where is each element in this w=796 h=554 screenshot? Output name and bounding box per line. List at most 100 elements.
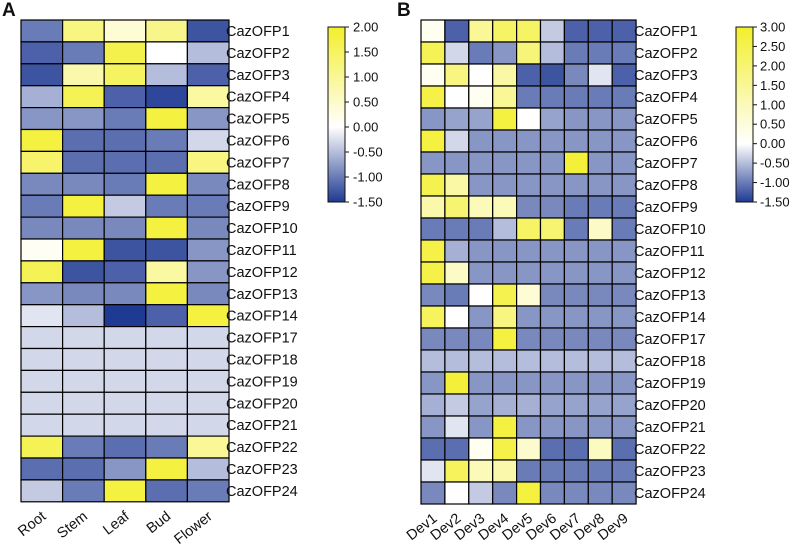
heatmap-cell — [611, 217, 637, 241]
heatmap-cell — [61, 194, 105, 218]
heatmap-cell — [145, 19, 189, 43]
heatmap-cell — [186, 106, 230, 131]
heatmap-cell — [539, 305, 565, 329]
heatmap-cell — [468, 415, 494, 439]
heatmap-cell — [444, 327, 470, 351]
row-label: CazOFP8 — [226, 177, 290, 193]
heatmap-cell — [420, 217, 446, 241]
heatmap-cell — [611, 19, 637, 43]
heatmap-cell — [492, 393, 518, 417]
column-label: Leaf — [100, 508, 133, 539]
heatmap-cell — [468, 63, 494, 87]
heatmap-cell — [444, 349, 470, 373]
heatmap-cell — [468, 437, 494, 461]
colorbar-a-gradient — [327, 26, 346, 203]
heatmap-cell — [515, 305, 542, 329]
heatmap-cell — [468, 261, 494, 285]
heatmap-cell — [186, 457, 230, 481]
heatmap-cell — [539, 41, 565, 65]
heatmap-cell — [587, 283, 613, 307]
row-label: CazOFP3 — [634, 68, 698, 84]
heatmap-cell — [492, 305, 518, 329]
heatmap-cell — [515, 393, 542, 417]
heatmap-cell — [61, 369, 105, 393]
heatmap-cell — [492, 261, 518, 285]
heatmap-cell — [20, 282, 64, 306]
heatmap-cell — [611, 195, 637, 219]
heatmap-cell — [145, 63, 189, 87]
heatmap-cell — [492, 371, 518, 395]
heatmap-cell — [20, 326, 64, 350]
row-label: CazOFP2 — [634, 46, 698, 62]
heatmap-cell — [20, 106, 64, 131]
heatmap-cell — [20, 150, 64, 174]
heatmap-cell — [492, 327, 518, 351]
heatmap-cell — [186, 479, 230, 503]
heatmap-cell — [515, 415, 542, 439]
heatmap-cell — [103, 282, 147, 306]
heatmap-cell — [20, 260, 64, 284]
heatmap-cell — [420, 19, 446, 43]
heatmap-cell — [145, 435, 189, 459]
heatmap-cell — [539, 217, 565, 241]
heatmap-cell — [492, 19, 518, 43]
heatmap-cell — [563, 129, 589, 153]
heatmap-cell — [563, 151, 589, 175]
row-label: CazOFP10 — [226, 221, 298, 237]
heatmap-cell — [539, 415, 565, 439]
heatmap-cell — [492, 195, 518, 219]
heatmap-cell — [587, 173, 613, 197]
colorbar-tick-label: -1.50 — [760, 195, 790, 210]
heatmap-cell — [468, 173, 494, 197]
heatmap-cell — [563, 217, 589, 241]
colorbar-tick-label: 1.00 — [353, 70, 378, 85]
heatmap-cell — [492, 41, 518, 65]
heatmap-cell — [563, 305, 589, 329]
heatmap-cell — [587, 327, 613, 351]
colorbar-tick-label: 2.00 — [760, 58, 785, 73]
heatmap-cell — [103, 150, 147, 174]
heatmap-cell — [539, 107, 565, 131]
panel-label-a: A — [2, 0, 16, 21]
colorbar-tick-label: 0.50 — [353, 95, 378, 110]
heatmap-cell — [20, 435, 64, 459]
heatmap-cell — [492, 173, 518, 197]
heatmap-cell — [515, 481, 542, 505]
heatmap-cell — [103, 172, 147, 196]
row-label: CazOFP8 — [634, 178, 698, 194]
heatmap-cell — [539, 173, 565, 197]
heatmap-cell — [468, 41, 494, 65]
heatmap-cell — [492, 63, 518, 87]
heatmap-cell — [563, 107, 589, 131]
heatmap-cell — [61, 172, 105, 196]
heatmap-cell — [186, 63, 230, 87]
heatmap-cell — [20, 41, 64, 65]
heatmap-cell — [20, 216, 64, 240]
row-label: CazOFP24 — [634, 486, 706, 502]
row-label: CazOFP1 — [226, 24, 290, 40]
heatmap-cell — [539, 481, 565, 505]
row-label: CazOFP6 — [634, 134, 698, 150]
heatmap-cell — [420, 151, 446, 175]
colorbar-b-ticks: 3.00 2.50 2.00 1.50 1.00 0.50 0.00 -0.50 -1.00 -1… — [753, 20, 790, 210]
heatmap-cell — [186, 128, 230, 152]
heatmap-cell — [492, 349, 518, 373]
heatmap-cell — [515, 371, 542, 395]
row-label: CazOFP17 — [226, 331, 298, 347]
heatmap-cell — [563, 415, 589, 439]
heatmap-cell — [587, 217, 613, 241]
colorbar-tick-label: 2.00 — [353, 20, 378, 35]
heatmap-cell — [444, 41, 470, 65]
heatmap-cell — [515, 107, 542, 131]
heatmap-cell — [61, 479, 105, 503]
heatmap-cell — [145, 41, 189, 65]
heatmap-cell — [611, 85, 637, 109]
row-label: CazOFP10 — [634, 222, 706, 238]
heatmap-cell — [563, 195, 589, 219]
heatmap-cell — [444, 63, 470, 87]
heatmap-cell — [20, 369, 64, 393]
heatmap-cell — [61, 216, 105, 240]
heatmap-cell — [587, 437, 613, 461]
heatmap-cell — [587, 129, 613, 153]
